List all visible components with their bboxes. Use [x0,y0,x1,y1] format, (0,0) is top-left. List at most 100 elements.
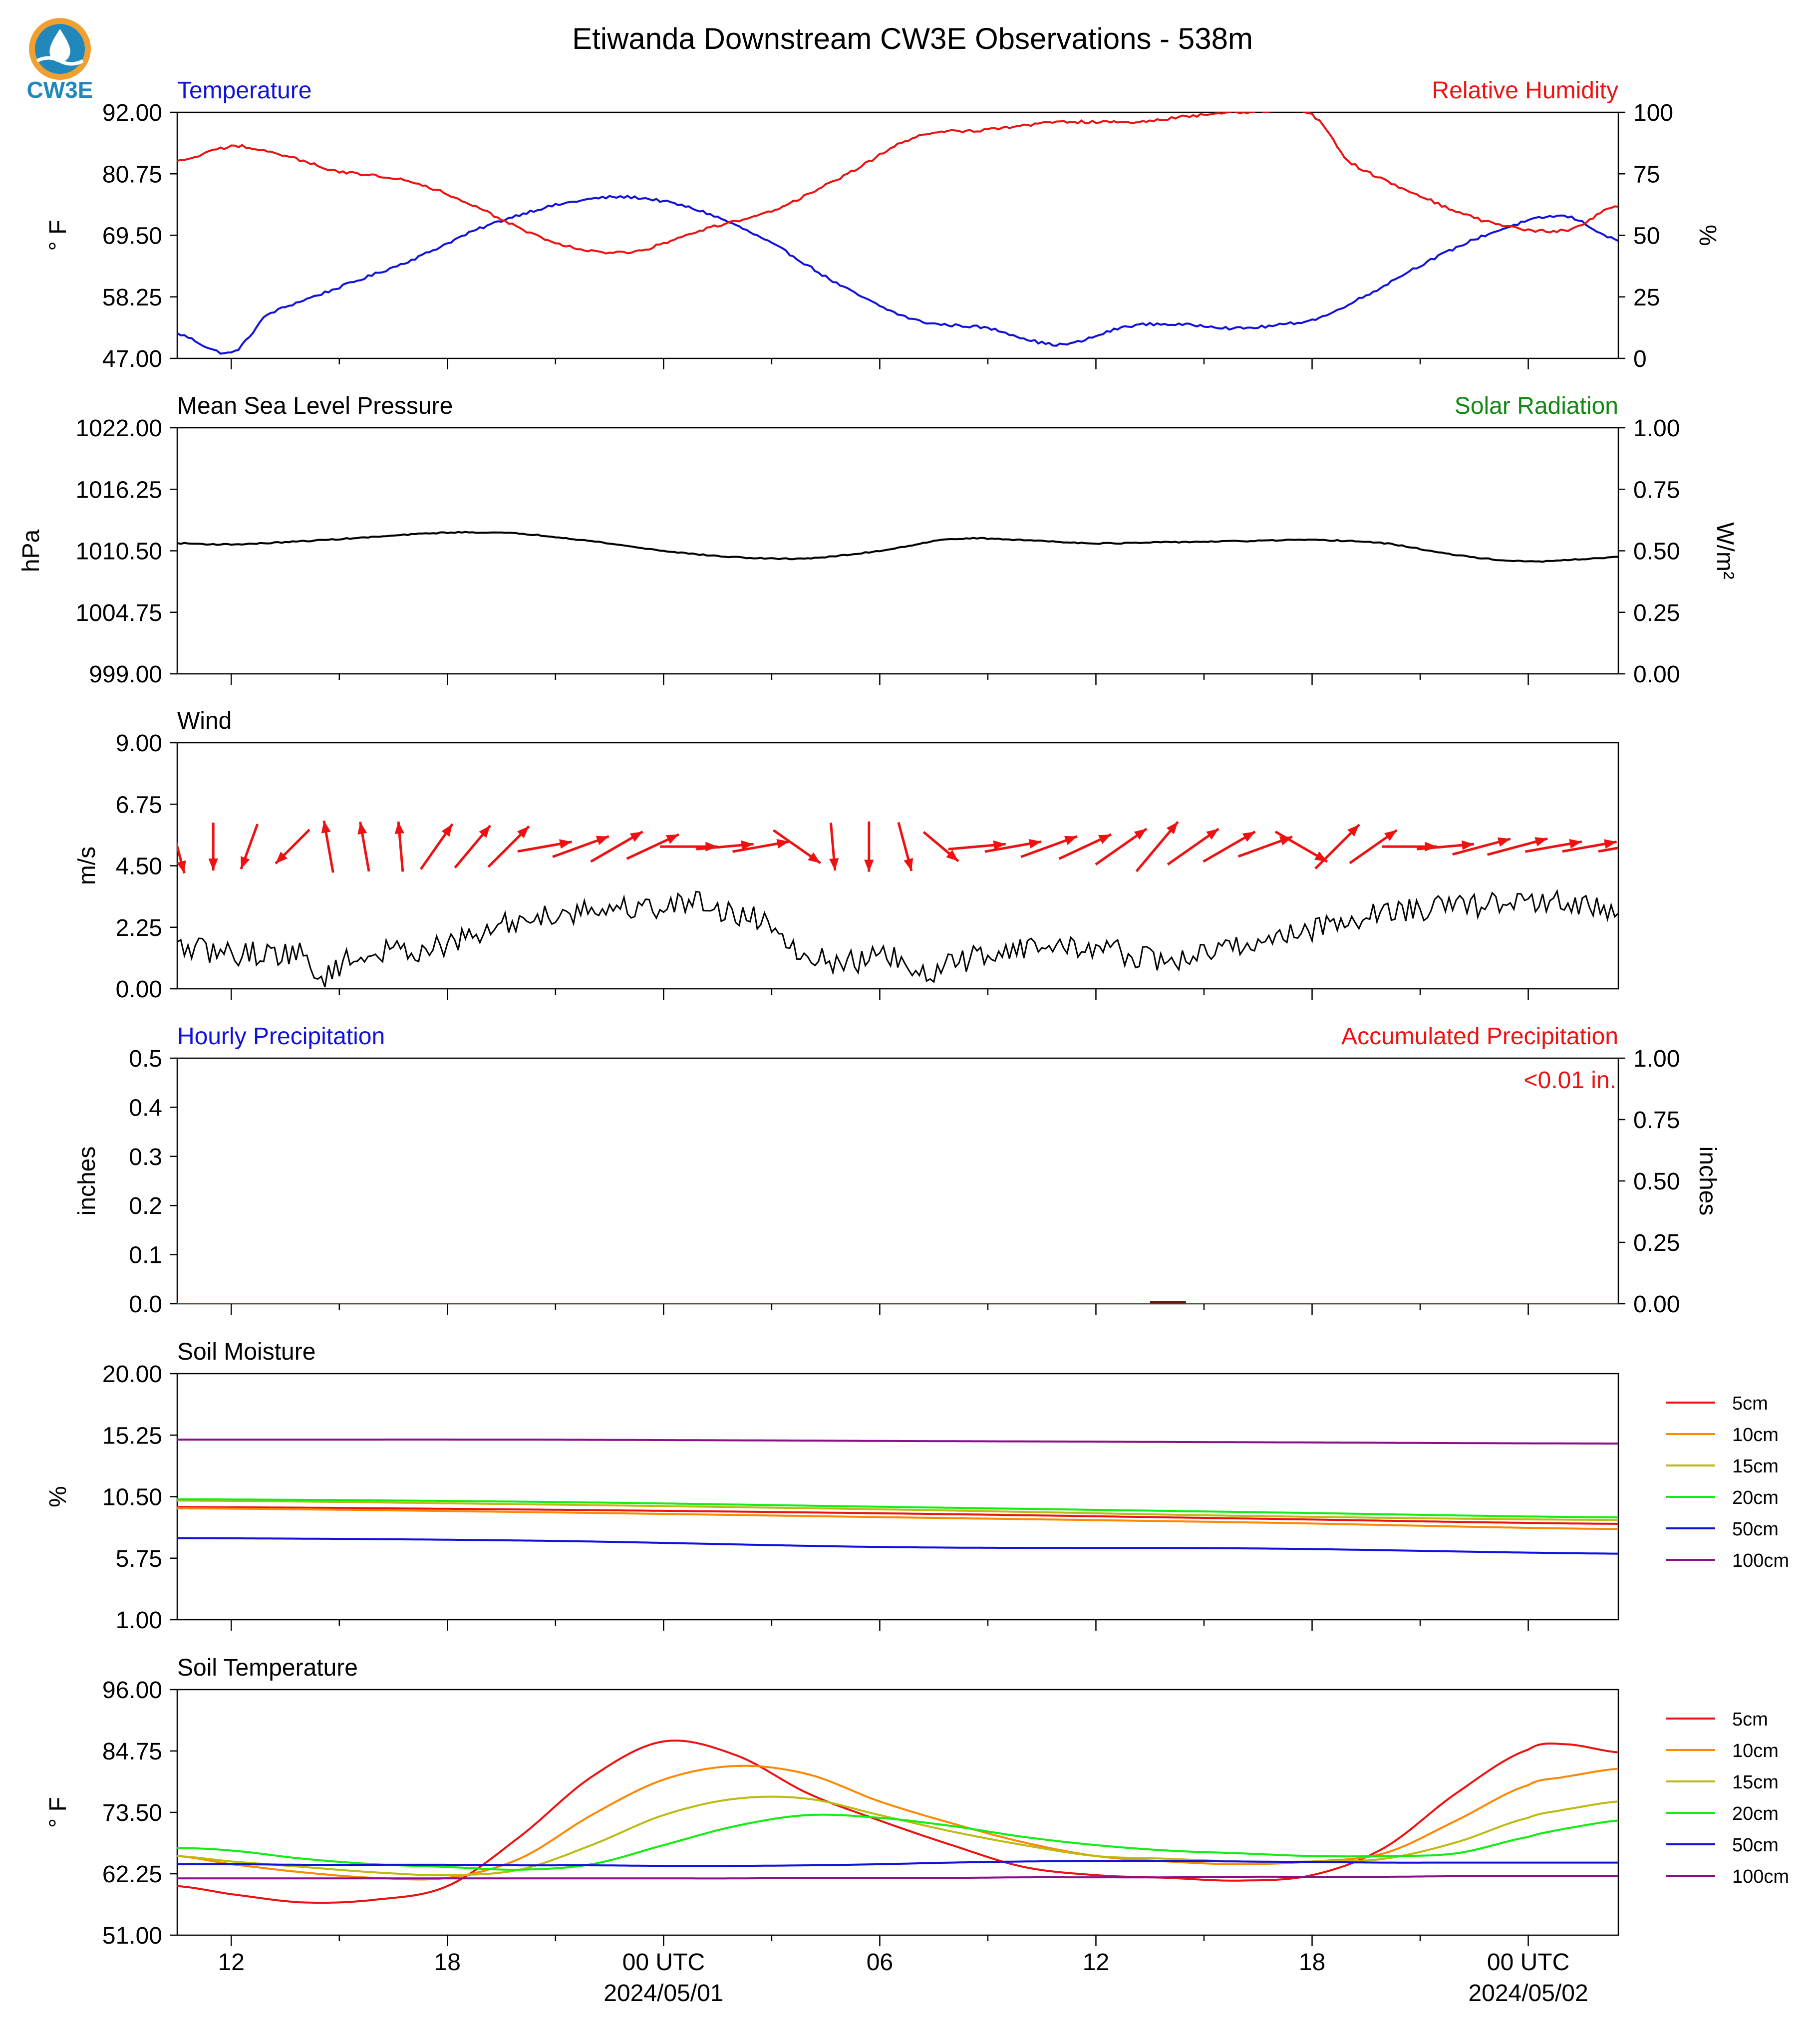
wind-arrow-head [1347,825,1360,837]
y-tick-label: 80.75 [102,161,162,188]
wind-arrow [240,824,259,870]
legend-label: 15cm [1732,1456,1779,1477]
legend-label: 20cm [1732,1803,1779,1824]
wind-arrow [922,831,959,863]
legend-label: 10cm [1732,1740,1779,1761]
wind-arrow-head [177,860,186,873]
y-tick-label: 1010.50 [75,539,162,565]
wind-arrow-head [357,822,367,835]
series-line-100cm [177,1875,1618,1880]
x-tick-label: 12 [1083,1949,1109,1976]
wind-arrow [1167,828,1219,866]
panel-3: Wind 9.00 6.75 4.50 2.25 0.00 m/s [74,708,1619,1003]
wind-arrow [829,823,839,871]
y-tick-label-right: 0.25 [1633,1230,1680,1256]
panel-title-right: Solar Radiation [1455,393,1618,419]
wind-arrow [1095,828,1148,866]
y-axis-label: ° F [45,1797,71,1828]
x-tick-label: 12 [218,1949,245,1976]
figure-title: Etiwanda Downstream CW3E Observations - … [572,22,1253,55]
wind-arrow-head [1497,837,1511,847]
y-tick-label-right: 0.00 [1633,1291,1680,1318]
panel-title-left: Soil Temperature [177,1655,358,1681]
x-tick-label: 06 [867,1949,893,1976]
panel-4: Hourly Precipitation Accumulated Precipit… [74,1023,1721,1318]
y-tick-label-right: 0.25 [1633,600,1680,626]
plot-area [177,1439,1618,1555]
wind-arrow-head [665,834,679,844]
panel-title-left: Temperature [177,77,311,104]
y-tick-label-right: 50 [1633,223,1660,250]
wind-arrow [696,840,754,851]
legend-label: 5cm [1732,1393,1768,1414]
x-tick-label: 18 [1299,1949,1325,1976]
legend-label: 15cm [1732,1772,1779,1793]
wind-arrow [357,822,370,872]
wind-arrow [454,825,492,869]
x-tick-date-label: 2024/05/01 [604,1980,723,2007]
wind-arrow-head [1098,834,1112,844]
wind-arrow [1058,833,1112,860]
y-tick-label: 10.50 [102,1484,162,1511]
y-tick-label-right: 0.75 [1633,1107,1680,1134]
panel-2: Mean Sea Level Pressure Solar Radiation 10… [18,393,1738,688]
plot-area [177,531,1618,563]
legend: 5cm 10cm 15cm 20cm 50cm 100cm [1666,1393,1789,1571]
y-axis-label-right: inches [1694,1147,1721,1216]
y-tick-label: 9.00 [116,730,162,757]
y-tick-label: 92.00 [102,100,162,126]
y-tick-label: 0.4 [129,1095,162,1121]
y-axis-label-right: % [1694,225,1721,246]
wind-arrow [626,833,679,860]
y-tick-label: 47.00 [102,346,162,372]
wind-arrow-head [864,860,874,872]
y-tick-label-right: 0.00 [1633,661,1680,688]
y-axis-label: ° F [45,220,71,251]
y-tick-label: 69.50 [102,223,162,250]
panel-title-right: Relative Humidity [1432,77,1618,104]
series-line-20cm [177,1813,1618,1871]
wind-arrow [772,829,822,865]
wind-arrow-head [321,821,331,834]
y-tick-label: 73.50 [102,1800,162,1826]
y-tick-label: 0.0 [129,1291,162,1318]
wind-arrow [1524,839,1582,853]
panel-title-left: Mean Sea Level Pressure [177,393,453,419]
wind-arrow-head [559,839,572,849]
y-axis-label: m/s [74,847,100,885]
y-tick-label: 62.25 [102,1861,162,1888]
wind-arrow-head [208,859,218,871]
wind-arrow [419,823,454,870]
series-line-10cm [177,1764,1618,1881]
y-axis-label: % [45,1486,71,1507]
wind-arrow [948,840,1006,851]
wind-arrow [984,839,1042,853]
y-tick-label-right: 0.50 [1633,1168,1680,1195]
wind-arrow-head [1206,829,1219,840]
wind-arrow [1135,821,1179,872]
y-tick-label: 1022.00 [75,415,162,442]
wind-arrow-shaft [1598,847,1618,853]
wind-arrow-head [1242,832,1255,842]
y-tick-label: 999.00 [89,661,162,688]
y-tick-label: 96.00 [102,1677,162,1704]
y-tick-label: 0.2 [129,1193,162,1219]
panel-6: Soil Temperature 96.00 84.75 73.50 62.25 51.0… [45,1655,1789,1949]
y-tick-label-right: 25 [1633,285,1660,311]
legend-label: 5cm [1732,1709,1768,1730]
wind-arrow [552,835,609,859]
series-line-50cm [177,1537,1618,1555]
wind-arrow-head [1064,836,1078,845]
wind-arrow-head [441,824,453,837]
legend-label: 20cm [1732,1487,1779,1508]
x-tick-label: 00 UTC [622,1949,705,1976]
legend: 5cm 10cm 15cm 20cm 50cm 100cm [1666,1709,1789,1887]
wind-arrow-head [1028,839,1042,849]
y-tick-label: 6.75 [116,792,162,818]
wind-arrow [275,829,310,865]
wind-arrow [1314,824,1360,870]
y-tick-label-right: 100 [1633,100,1673,126]
wind-arrow [1020,835,1078,859]
